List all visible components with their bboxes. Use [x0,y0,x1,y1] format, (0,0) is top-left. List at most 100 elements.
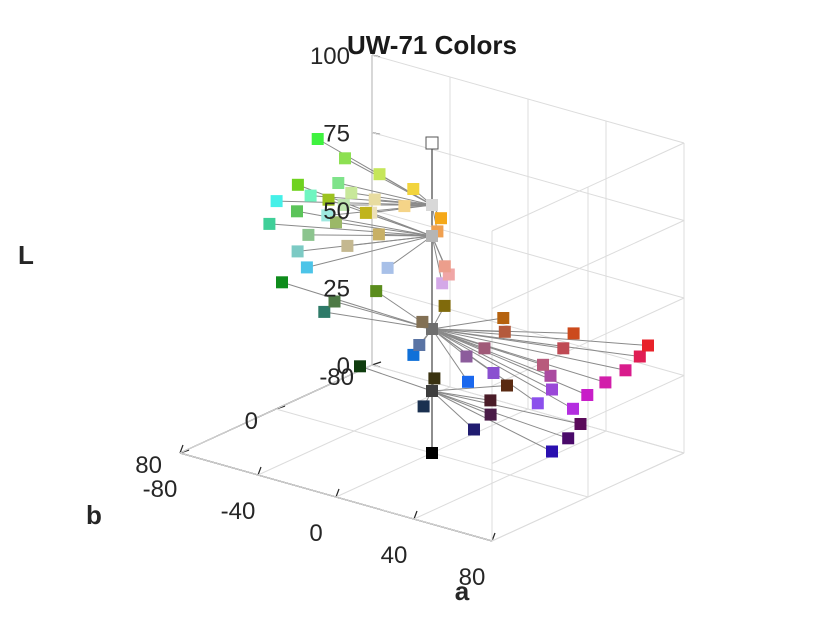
z-tick-label: 50 [323,198,350,225]
color-marker [438,260,451,273]
stem-line [344,157,433,206]
y-tick-mark [371,361,382,366]
stem-line [431,317,504,330]
x-tick-label: -80 [143,476,178,503]
color-marker [370,285,383,298]
color-marker [413,339,426,351]
stem-lines [269,138,649,453]
stem-line [327,204,433,216]
color-marker [426,385,438,397]
stem-line [379,173,433,206]
color-marker [544,369,557,382]
color-marker [567,327,580,340]
x-tick-label: 80 [459,564,486,591]
color-marker [407,183,420,195]
color-marker [425,136,439,150]
color-marker [373,168,386,181]
stem-line [351,192,433,206]
x-tick-label: 40 [381,542,408,569]
color-marker [398,200,411,213]
color-marker [302,228,315,241]
x-tick-label: 0 [309,520,322,547]
color-marker [276,276,288,289]
color-marker [562,432,575,445]
stem-line [431,390,569,439]
stem-line [431,328,469,383]
y-tick-label: 80 [135,452,162,479]
stem-line [338,182,433,206]
chart-title: UW-71 Colors [347,30,517,60]
color-marker [619,364,632,377]
color-marker [291,245,304,258]
color-marker [484,394,497,407]
stem-line [359,365,433,392]
grid-line [371,364,685,454]
color-marker [337,199,350,211]
grid-line [491,452,685,542]
stem-line [431,390,553,452]
color-marker [372,228,385,241]
z-tick-label: 25 [323,276,350,303]
color-marker [426,447,438,459]
stem-line [308,234,433,237]
color-marker [546,445,558,458]
stem-line [431,385,508,392]
markers [263,133,654,459]
grid-line [491,142,685,232]
grid-line [371,54,685,144]
color-marker [435,212,447,225]
stem-line [431,390,475,430]
stem-line [431,328,553,390]
y-axis-label: b [86,500,102,530]
color-marker [581,389,594,401]
stem-line [431,328,626,371]
stem-line [431,328,588,396]
color-marker [330,216,342,229]
color-marker [557,342,570,355]
grid [179,54,685,542]
color-marker [341,239,354,252]
grid-line [491,220,685,309]
color-marker [633,350,646,363]
color-marker [546,383,558,396]
color-marker [462,375,474,388]
y-tick-label: 0 [245,408,258,435]
color-marker [426,230,438,242]
stem-line [431,328,640,357]
color-marker [300,261,313,274]
stem-line [324,311,433,330]
x-axis-label: a [455,576,470,606]
grid-line [371,209,685,299]
color-marker [318,305,331,318]
color-marker [531,397,544,410]
stem-line [431,328,539,404]
color-marker [438,299,451,312]
grid-line [371,132,685,221]
color-marker [345,186,358,199]
color-marker [487,367,500,379]
color-marker [599,376,612,389]
stem-line [387,235,433,269]
x-tick-mark [179,444,184,454]
color-marker [426,323,438,335]
color-marker [332,177,345,189]
stem-line [431,390,581,425]
color-marker [574,418,587,430]
stem-line [334,301,433,330]
stem-line [297,235,433,252]
color-marker [567,402,579,415]
color-marker [428,372,441,385]
grid-line [491,297,685,387]
color-marker [311,133,324,145]
z-tick-label: 100 [310,43,350,70]
color-marker [368,193,381,206]
color-marker [426,199,438,211]
z-tick-label: 0 [337,353,350,380]
color-marker [270,195,283,208]
stem-line [431,328,551,377]
stem-line [431,328,574,410]
stem-line [431,390,491,401]
color-marker [291,178,304,191]
